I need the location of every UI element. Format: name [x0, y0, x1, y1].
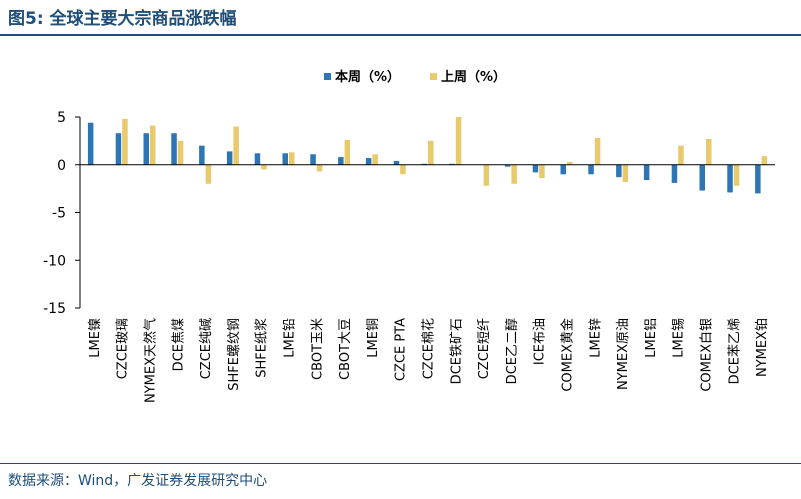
bar-last-week [761, 156, 768, 165]
bar-last-week [261, 164, 267, 170]
bar-last-week [150, 125, 156, 165]
title-rule [0, 34, 801, 36]
bar-last-week [400, 164, 406, 175]
bar-this-week [115, 133, 122, 165]
bar-this-week [310, 154, 316, 165]
category-label: DCE乙二醇 [504, 318, 520, 384]
source-rule [0, 463, 801, 464]
bar-this-week [643, 164, 650, 181]
y-tick-label: 0 [57, 158, 66, 174]
bar-this-week [560, 164, 566, 175]
legend-swatch [324, 73, 331, 80]
source-note: 数据来源：Wind，广发证券发展研究中心 [8, 473, 268, 489]
y-tick-label: -5 [52, 206, 66, 222]
bar-last-week [733, 164, 740, 186]
category-label: COMEX白银 [699, 318, 715, 392]
bar-this-week [699, 164, 705, 191]
bar-last-week [177, 140, 184, 165]
bar-last-week [233, 126, 239, 165]
y-axis: 5 0 -5 -10 -15 [43, 110, 81, 317]
category-label: DCE焦煤 [171, 318, 186, 371]
bar-last-week [539, 164, 545, 179]
category-label: LME锌 [588, 318, 603, 358]
figure-title: 图5: 全球主要大宗商品涨跌幅 [8, 9, 237, 29]
bar-last-week [289, 152, 295, 165]
bar-last-week [678, 145, 684, 165]
category-label: LME镍 [88, 318, 103, 358]
bar-this-week [616, 164, 622, 178]
bar-last-week [706, 138, 712, 165]
category-label: LME铜 [366, 318, 381, 358]
y-tick-label: 5 [57, 110, 66, 126]
category-label: NYMEX铂 [754, 318, 770, 377]
category-label: LME铅 [283, 318, 298, 358]
bar-last-week [205, 164, 212, 184]
bar-last-week [372, 154, 378, 165]
bar-last-week [622, 164, 629, 182]
category-label: CZCE棉花 [421, 318, 437, 379]
bar-this-week [226, 151, 233, 165]
legend-label: 本周（%） [335, 69, 400, 85]
category-label: NYMEX原油 [616, 318, 631, 390]
legend-label: 上周（%） [441, 69, 506, 85]
bar-last-week [567, 161, 573, 165]
category-label: SHFE螺纹钢 [227, 318, 242, 391]
category-label: NYMEX天然气 [143, 318, 159, 403]
bar-this-week [393, 160, 400, 165]
bar-this-week [171, 133, 177, 165]
category-label: CZCE玻璃 [116, 318, 131, 379]
bar-this-week [671, 164, 678, 183]
bar-this-week [588, 164, 594, 175]
y-tick-label: -15 [43, 301, 66, 317]
bar-last-week [511, 164, 517, 184]
bar-last-week [594, 138, 601, 165]
category-label: CZCE短纤 [477, 318, 492, 379]
category-label: SHFE纸浆 [255, 318, 270, 378]
category-label: CZCE纯碱 [199, 318, 214, 379]
bar-this-week [532, 164, 539, 173]
category-label: CBOT玉米 [310, 318, 325, 380]
bar-this-week [87, 122, 94, 165]
bar-last-week [316, 164, 323, 172]
bar-this-week [365, 158, 372, 165]
bar-this-week [143, 133, 149, 165]
category-label: LME铝 [644, 318, 659, 358]
y-tick-label: -10 [43, 253, 66, 269]
bar-this-week [338, 157, 344, 165]
bar-this-week [282, 153, 288, 165]
bar-this-week [254, 153, 261, 165]
legend: 本周（%） 上周（%） [324, 69, 506, 85]
bars [87, 117, 768, 194]
legend-swatch [430, 73, 437, 80]
category-label: CZCE PTA [394, 318, 409, 381]
category-labels: LME镍 CZCE玻璃 NYMEX天然气 DCE焦煤 CZCE纯碱 SHFE螺纹钢 SHFE… [88, 318, 770, 403]
category-label: LME锡 [672, 318, 687, 358]
category-label: DCE铁矿石 [449, 318, 464, 384]
bar-last-week [344, 139, 351, 165]
bar-this-week [755, 164, 761, 194]
category-label: ICE布油 [533, 318, 548, 365]
bar-last-week [122, 118, 128, 165]
bar-this-week [504, 164, 511, 167]
bar-this-week [199, 145, 205, 165]
category-label: DCE苯乙烯 [727, 318, 742, 384]
bar-last-week [428, 140, 434, 165]
category-label: COMEX黄金 [560, 318, 576, 392]
bar-last-week [455, 117, 462, 165]
bar-last-week [483, 164, 490, 186]
bar-this-week [727, 164, 733, 193]
category-label: CBOT大豆 [338, 318, 353, 380]
